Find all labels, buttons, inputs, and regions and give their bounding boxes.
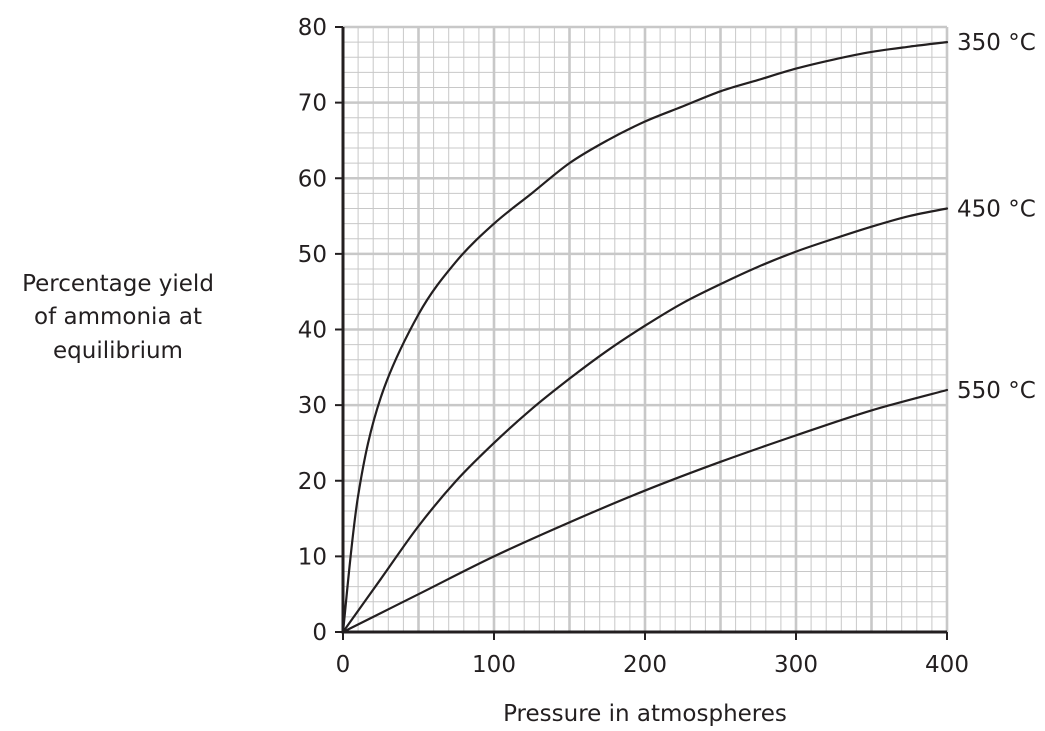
x-tick-label: 300 (774, 652, 818, 678)
x-tick-label: 400 (925, 652, 969, 678)
y-tick-label: 70 (298, 91, 327, 117)
series-label: 550 °C (957, 378, 1036, 404)
y-tick-label: 60 (298, 166, 327, 192)
x-tick-labels: 0 100 200 300 400 (336, 652, 969, 678)
y-tick-label: 20 (298, 469, 327, 495)
y-axis-label: Percentage yield of ammonia at equilibri… (22, 271, 214, 364)
series-line (341, 388, 949, 634)
x-tick-label: 0 (336, 652, 351, 678)
series-labels: 350 °C 450 °C 550 °C (957, 30, 1036, 404)
x-axis-label: Pressure in atmospheres (503, 701, 787, 727)
y-tick-label: 40 (298, 318, 327, 344)
y-tick-labels: 0 10 20 30 40 50 60 70 80 (298, 15, 327, 646)
x-tick-label: 100 (472, 652, 516, 678)
x-tick-label: 200 (623, 652, 667, 678)
y-axis-label-line: of ammonia at (34, 304, 202, 330)
y-tick-label: 50 (298, 242, 327, 268)
y-tick-label: 0 (312, 620, 327, 646)
y-tick-label: 30 (298, 393, 327, 419)
series-line (341, 207, 949, 634)
axes (335, 26, 948, 640)
series-label: 450 °C (957, 197, 1036, 223)
y-axis-label-line: Percentage yield (22, 271, 214, 297)
series-group (341, 41, 949, 634)
y-tick-label: 10 (298, 544, 327, 570)
y-axis-label-line: equilibrium (53, 338, 183, 364)
series-label: 350 °C (957, 30, 1036, 56)
y-tick-label: 80 (298, 15, 327, 41)
grid (343, 25, 949, 632)
series-line (341, 41, 949, 634)
